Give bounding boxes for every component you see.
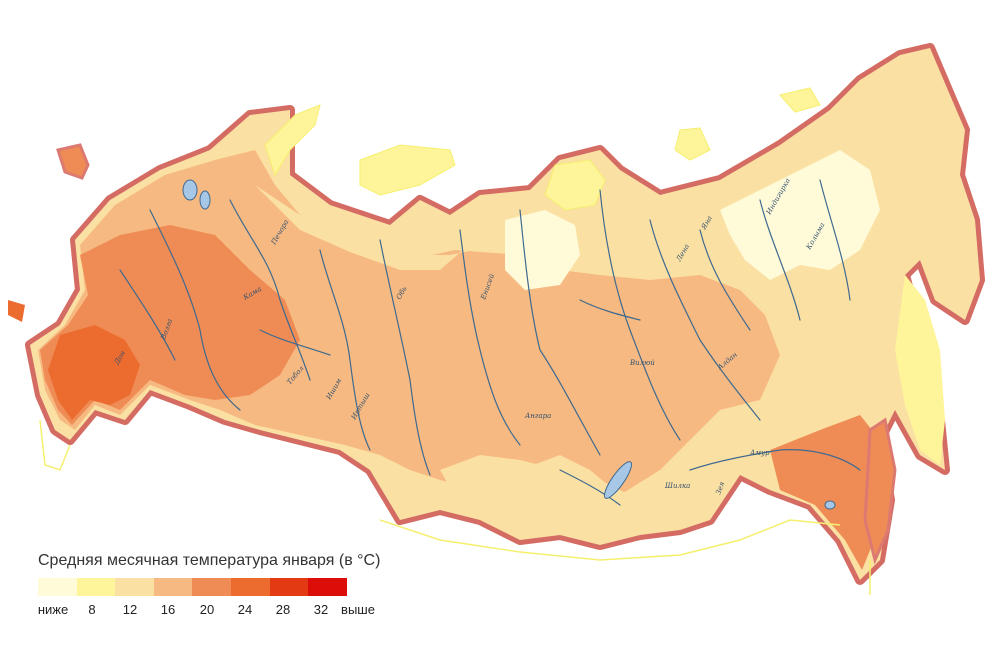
legend-swatch (192, 578, 231, 596)
island-sakhalin (863, 417, 897, 565)
legend-swatch (269, 578, 309, 596)
zone-kamchatka (895, 275, 945, 465)
legend-swatch (153, 578, 193, 596)
legend-label: 24 (237, 602, 253, 617)
zone-yakutia-coldest (505, 210, 580, 290)
rivers (119, 179, 861, 506)
legend-swatch (115, 578, 154, 596)
legend-label: ниже (37, 602, 69, 617)
river-label: Ангара (524, 412, 551, 420)
crimea (8, 300, 25, 322)
island-new-siberian (674, 127, 711, 161)
zone-sayan-cold (440, 455, 640, 530)
river-label: Вилюй (629, 359, 655, 367)
zone-northeast-coldest (720, 150, 880, 280)
river-label: Амур (749, 449, 770, 457)
sea-outline (39, 419, 871, 595)
kaliningrad-exclave (56, 143, 90, 180)
legend-label: 20 (199, 602, 215, 617)
zone-chukotka (840, 55, 955, 190)
legend-label: 16 (160, 602, 176, 617)
lake-onega (199, 190, 211, 210)
legend-color-bar (38, 578, 347, 596)
lake-ladoga (182, 179, 198, 201)
river-label: Шилка (664, 482, 690, 490)
island-severnaya-zemlya (359, 144, 456, 196)
zone-far-east-mild (770, 415, 885, 570)
legend-swatch (308, 578, 347, 596)
legend-label: 8 (88, 602, 96, 617)
legend-label: 28 (275, 602, 291, 617)
island-novaya-zemlya (264, 104, 321, 177)
island-wrangel (779, 87, 821, 113)
legend-swatch (38, 578, 77, 596)
lake-baikal (603, 461, 633, 499)
legend-title: Средняя месячная температура января (в °… (38, 552, 381, 569)
zone-caucasus-warm (48, 325, 140, 420)
legend-label: 12 (122, 602, 138, 617)
legend-label: выше (341, 602, 375, 617)
zone-north-cold (255, 150, 820, 270)
legend-swatch (230, 578, 270, 596)
lake-khanka (824, 500, 836, 510)
legend-swatch (76, 578, 116, 596)
legend-labels: ниже 8 12 16 20 24 28 32 выше (0, 602, 400, 622)
legend-label: 32 (313, 602, 329, 617)
zone-west-warm (38, 150, 780, 495)
island-taimyr-north (544, 159, 606, 211)
